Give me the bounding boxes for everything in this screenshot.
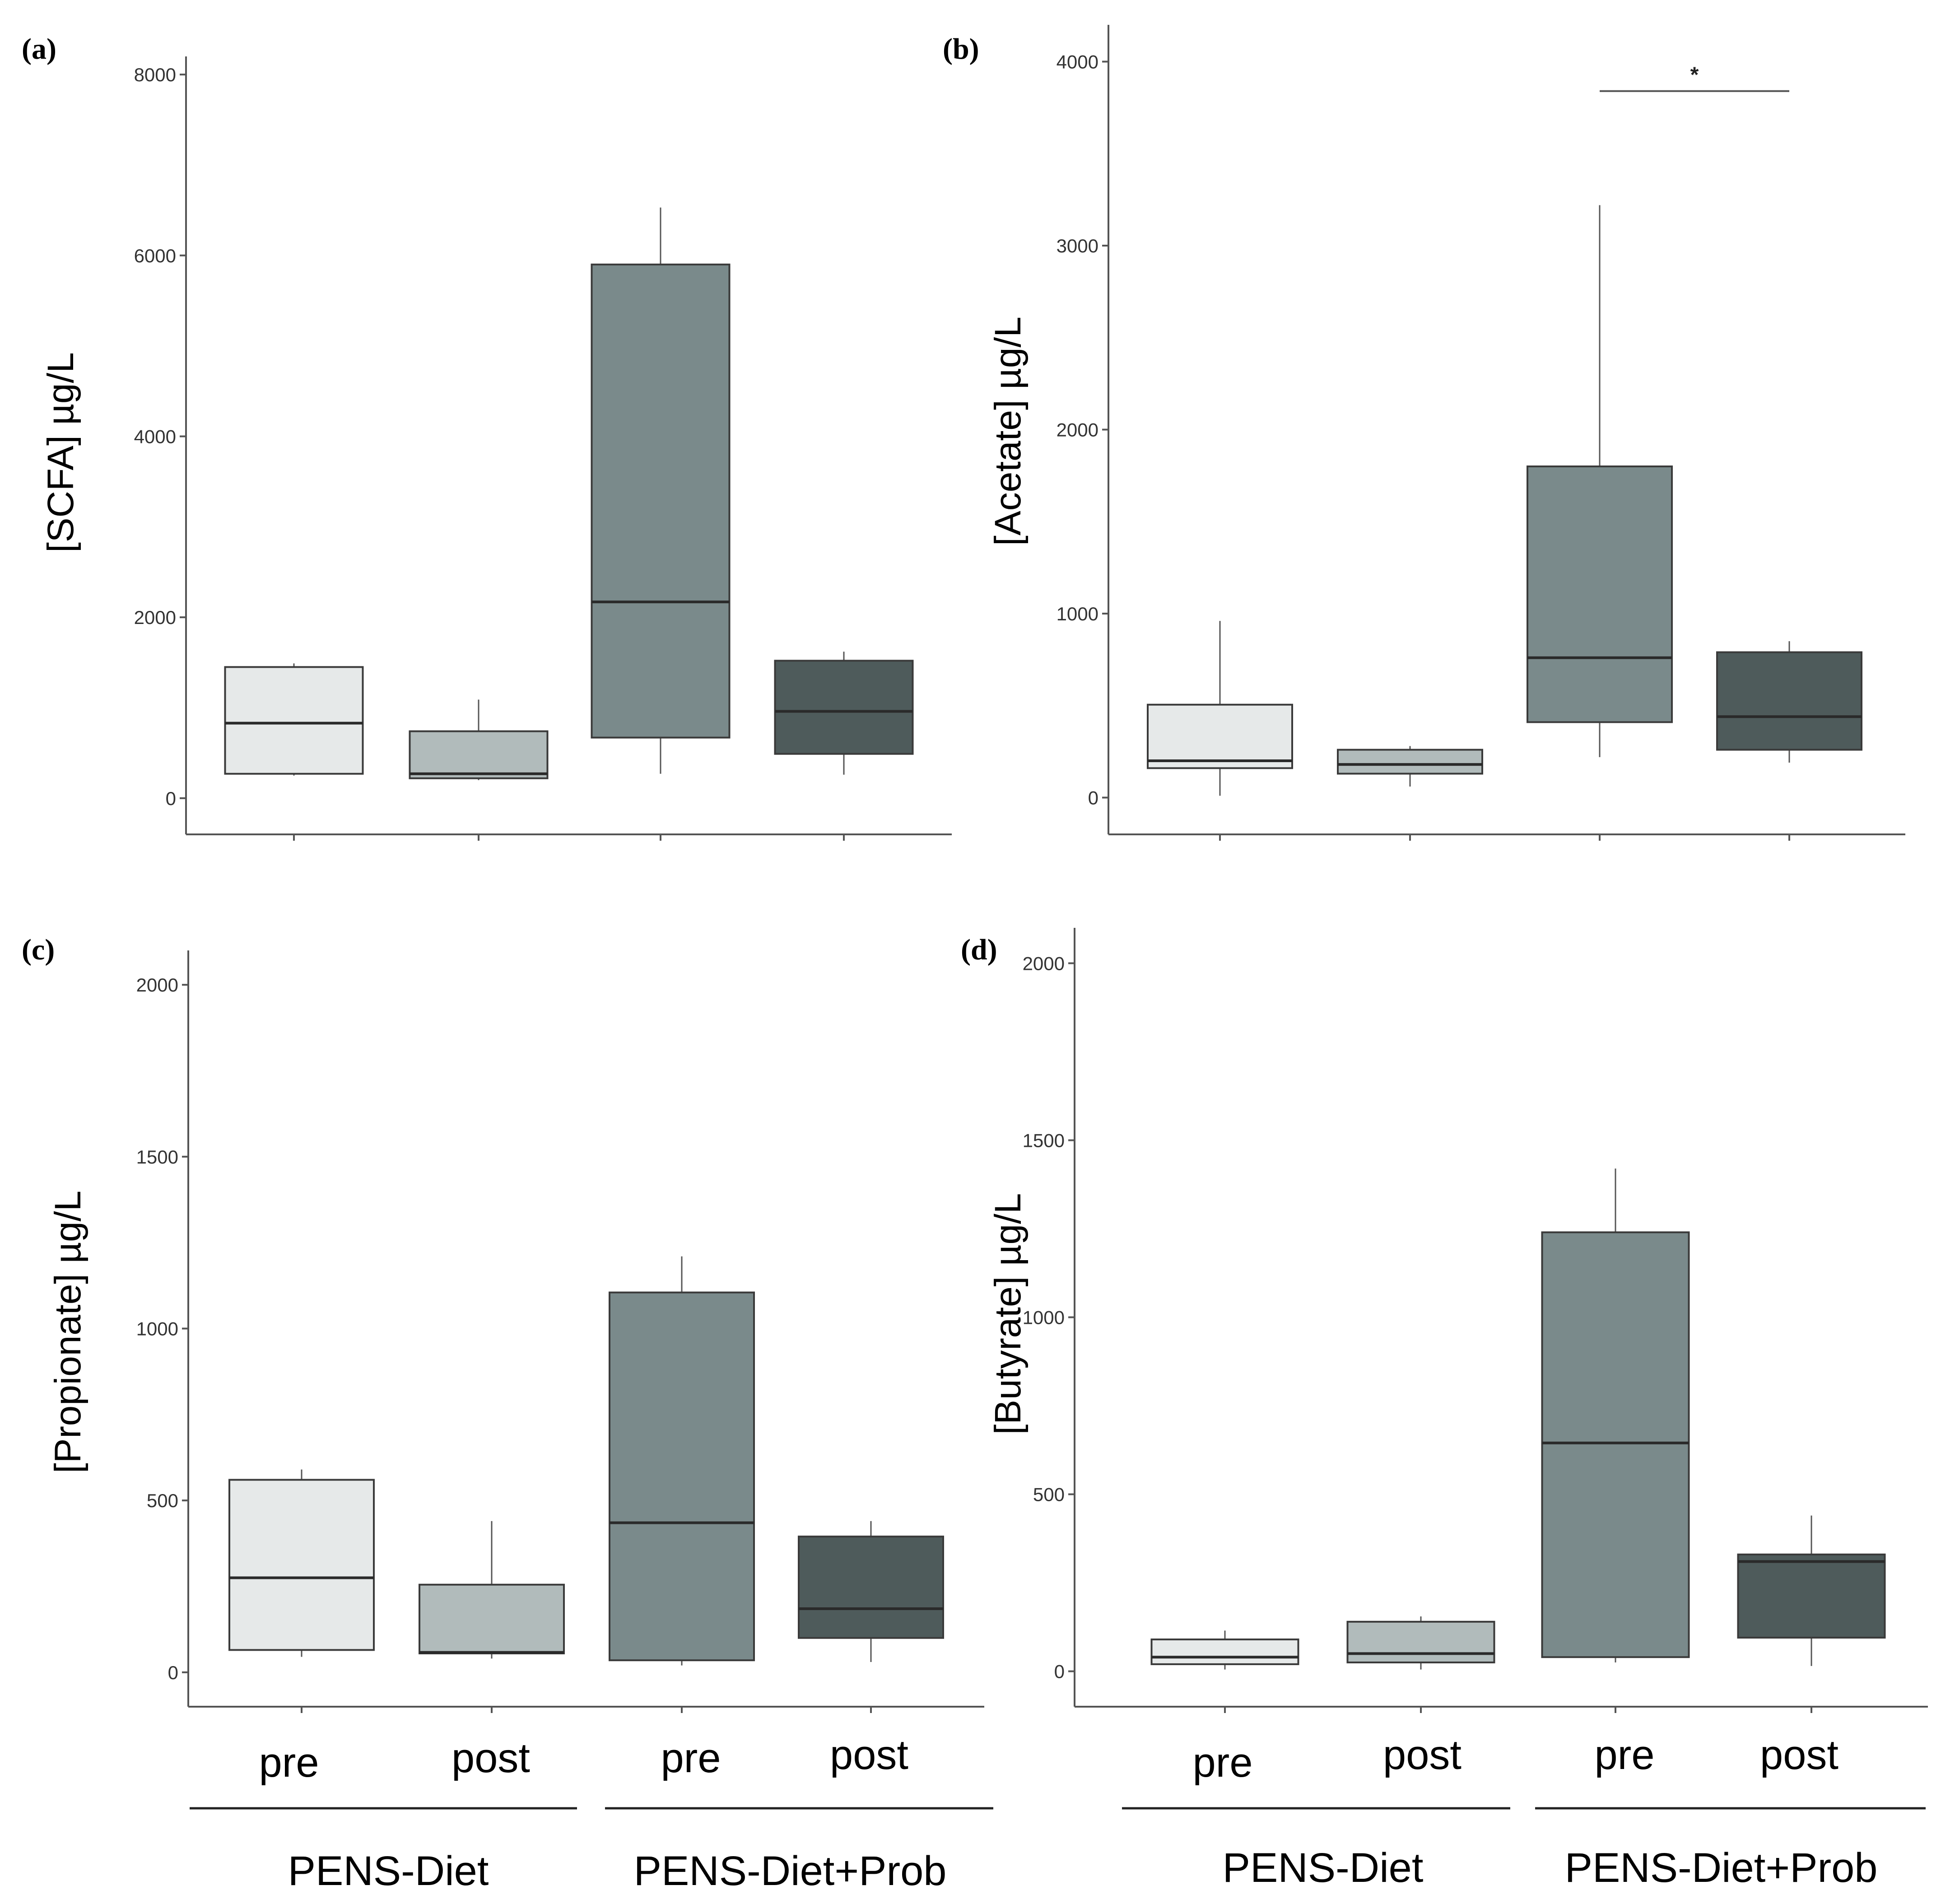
y-tick-label: 1500 <box>1023 1130 1065 1151</box>
box-post-prob <box>1716 641 1862 763</box>
box-body <box>1716 651 1862 751</box>
x-label-block-d: pre post pre post PENS-Diet PENS-Diet+Prob <box>1122 1732 1926 1891</box>
box-post-prob <box>774 652 914 775</box>
panel-a: 0 2000 4000 6000 8000 (a) [SCFA] µg/L <box>22 33 952 841</box>
box-body <box>228 1479 375 1651</box>
box-body <box>591 263 731 739</box>
y-tick-label: 0 <box>166 788 176 809</box>
group-label: PENS-Diet+Prob <box>634 1848 947 1894</box>
y-tick-label: 2000 <box>134 607 176 628</box>
box-pre-prob <box>1541 1168 1690 1662</box>
panel-d: 0 500 1000 1500 2000 (d) [Butyrate] µg/L <box>961 928 1928 1713</box>
box-body <box>1737 1553 1886 1639</box>
box-post-prob <box>1737 1515 1886 1666</box>
panel-c: 0 500 1000 1500 2000 (c) [Propionate] µg/L <box>22 933 984 1713</box>
group-label: PENS-Diet <box>288 1848 489 1894</box>
group-label: PENS-Diet <box>1223 1845 1424 1891</box>
x-category-label: pre <box>1193 1740 1253 1786</box>
y-tick-label: 3000 <box>1057 235 1099 256</box>
box-body <box>774 660 914 755</box>
y-axis-label: [Propionate] µg/L <box>47 1191 88 1473</box>
box-pre-prob <box>1527 205 1673 757</box>
box-body <box>1337 749 1483 775</box>
panel-label: (b) <box>943 33 979 65</box>
box-pre-diet <box>224 663 364 776</box>
panel-label: (a) <box>22 33 56 65</box>
x-category-label: post <box>452 1735 530 1781</box>
box-body <box>419 1583 565 1654</box>
box-post-prob <box>798 1521 944 1662</box>
box-body <box>409 730 549 779</box>
box-body <box>798 1536 944 1639</box>
y-tick-label: 6000 <box>134 245 176 266</box>
box-pre-prob <box>609 1256 755 1666</box>
box-body <box>1346 1620 1495 1663</box>
box-pre-diet <box>1147 621 1293 796</box>
y-tick-label: 2000 <box>1057 419 1099 441</box>
box-body <box>224 666 364 775</box>
box-post-diet <box>409 699 549 780</box>
x-label-block-c: pre post pre post PENS-Diet PENS-Diet+Prob <box>190 1732 993 1894</box>
panel-label: (c) <box>22 933 55 966</box>
y-tick-label: 0 <box>1054 1661 1065 1682</box>
box-pre-prob <box>591 207 731 774</box>
panels: 0 2000 4000 6000 8000 (a) [SCFA] µg/L 0 1000 2000… <box>22 25 1928 1713</box>
y-axis-label: [Acetate] µg/L <box>987 317 1029 546</box>
group-label: PENS-Diet+Prob <box>1565 1845 1878 1891</box>
box-body <box>1541 1231 1690 1658</box>
y-tick-label: 4000 <box>1057 51 1099 73</box>
panel-b: 0 1000 2000 3000 4000 * (b) [Acetate] µg/L <box>943 25 1905 841</box>
x-category-label: post <box>1760 1732 1839 1778</box>
y-tick-label: 500 <box>147 1490 178 1511</box>
x-category-label: post <box>830 1732 908 1778</box>
box-post-diet <box>1337 746 1483 787</box>
y-tick-label: 4000 <box>134 426 176 447</box>
box-body <box>1150 1639 1299 1665</box>
y-tick-label: 1500 <box>136 1146 178 1168</box>
box-pre-diet <box>1150 1630 1299 1670</box>
y-tick-label: 8000 <box>134 64 176 85</box>
box-body <box>1147 703 1293 769</box>
panel-label: (d) <box>961 933 997 966</box>
y-axis-label: [SCFA] µg/L <box>40 352 81 553</box>
box-post-diet <box>1346 1616 1495 1670</box>
y-tick-label: 1000 <box>136 1318 178 1340</box>
x-category-label: post <box>1383 1732 1462 1778</box>
y-tick-label: 1000 <box>1057 603 1099 624</box>
y-tick-label: 2000 <box>1023 953 1065 974</box>
significance-label: * <box>1690 63 1699 87</box>
y-tick-label: 500 <box>1033 1484 1065 1505</box>
box-body <box>609 1291 755 1662</box>
box-pre-diet <box>228 1469 375 1657</box>
x-category-label: pre <box>1595 1732 1655 1778</box>
x-category-label: pre <box>661 1735 721 1781</box>
box-body <box>1527 466 1673 723</box>
y-tick-label: 0 <box>168 1662 178 1683</box>
x-category-label: pre <box>259 1740 319 1786</box>
y-tick-label: 2000 <box>136 974 178 996</box>
y-tick-label: 1000 <box>1023 1307 1065 1328</box>
y-tick-label: 0 <box>1088 787 1099 809</box>
y-axis-label: [Butyrate] µg/L <box>987 1193 1029 1435</box>
box-post-diet <box>419 1521 565 1659</box>
